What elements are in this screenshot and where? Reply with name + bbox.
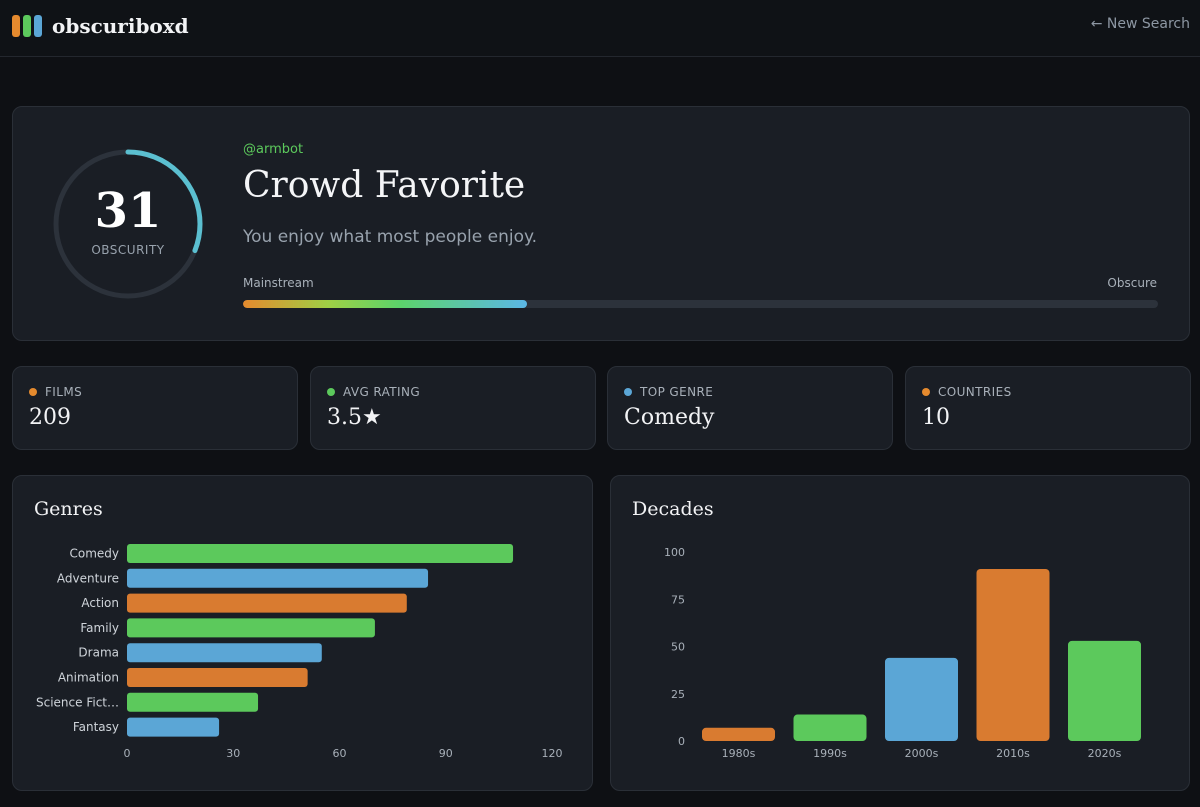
user-handle[interactable]: @armbot [243, 142, 304, 157]
genre-bar-action[interactable] [127, 593, 407, 613]
stat-card-avg-rating: AVG RATING 3.5★ [310, 366, 596, 450]
decades-chart-title: Decades [632, 498, 714, 520]
countries-dot-icon [922, 388, 930, 396]
genres-chart-card: Comedy Adventure Action Family Drama Animatio… [12, 475, 593, 791]
genre-label-action: Action [81, 596, 119, 610]
genres-x-tick-120: 120 [542, 747, 563, 760]
genres-chart-title: Genres [34, 498, 103, 520]
decades-y-tick-75: 75 [671, 593, 685, 606]
stat-label-avg-rating: AVG RATING [343, 385, 421, 399]
stat-card-films: FILMS 209 [12, 366, 298, 450]
profile-title: Crowd Favorite [243, 165, 526, 206]
profile-subtitle: You enjoy what most people enjoy. [243, 227, 538, 247]
obscurity-score: 31 [94, 183, 162, 239]
obscurity-progress-bar [243, 300, 1158, 308]
decade-bar-1990s[interactable] [793, 714, 867, 741]
genres-x-tick-0: 0 [124, 747, 131, 760]
decades-y-tick-25: 25 [671, 688, 685, 701]
stat-label-films: FILMS [45, 385, 83, 399]
obscurity-label: OBSCURITY [91, 243, 165, 257]
genres-x-tick-30: 30 [226, 747, 240, 760]
top-genre-dot-icon [624, 388, 632, 396]
genre-label-science-fict: Science Fict… [36, 695, 119, 709]
genre-label-drama: Drama [78, 646, 119, 660]
obscurity-progress-fill [243, 300, 527, 308]
top-bar: obscuriboxd ← New Search [0, 0, 1200, 57]
logo-bars-icon [12, 15, 42, 37]
decades-chart-card: 0 25 50 75 100 1980s 1990s 2000s 2010s 2020s Deca… [610, 475, 1190, 791]
app-name: obscuriboxd [52, 14, 189, 38]
stat-value-top-genre: Comedy [624, 405, 715, 430]
stat-label-top-genre: TOP GENRE [640, 385, 714, 399]
genres-chart: Comedy Adventure Action Family Drama Animatio… [36, 544, 563, 760]
new-search-link[interactable]: ← New Search [1090, 16, 1190, 32]
stat-label-countries: COUNTRIES [938, 385, 1012, 399]
decades-y-tick-50: 50 [671, 641, 685, 654]
decade-label-2000s: 2000s [905, 747, 939, 760]
decade-label-2020s: 2020s [1088, 747, 1122, 760]
obscurity-summary-card: 31 OBSCURITY @armbot Crowd Favorite You … [12, 106, 1190, 341]
scale-label-mainstream: Mainstream [243, 276, 314, 290]
genres-x-tick-60: 60 [333, 747, 347, 760]
stat-value-countries: 10 [922, 405, 950, 430]
stat-value-avg-rating: 3.5★ [327, 405, 382, 430]
genre-bar-family[interactable] [127, 618, 375, 638]
decade-label-1990s: 1990s [813, 747, 847, 760]
decades-chart: 0 25 50 75 100 1980s 1990s 2000s 2010s 2020s [664, 546, 1141, 760]
genre-bar-drama[interactable] [127, 643, 322, 663]
decade-bar-2020s[interactable] [1068, 640, 1141, 741]
decades-y-tick-0: 0 [678, 735, 685, 748]
genre-bar-science-fict[interactable] [127, 692, 259, 712]
decade-label-1980s: 1980s [722, 747, 756, 760]
decade-bar-2010s[interactable] [976, 569, 1050, 741]
decade-bar-2000s[interactable] [885, 657, 958, 741]
genre-bar-comedy[interactable] [127, 544, 514, 563]
genre-bar-animation[interactable] [127, 668, 308, 687]
scale-label-obscure: Obscure [1107, 276, 1157, 290]
films-dot-icon [29, 388, 37, 396]
genres-x-tick-90: 90 [439, 747, 453, 760]
genre-bar-adventure[interactable] [127, 568, 429, 588]
obscurity-gauge: 31 OBSCURITY [51, 147, 205, 301]
stat-value-films: 209 [29, 405, 71, 430]
genre-label-comedy: Comedy [69, 547, 119, 561]
avg-rating-dot-icon [327, 388, 335, 396]
genre-label-adventure: Adventure [57, 571, 119, 585]
gauge-arc [53, 149, 203, 299]
decade-label-2010s: 2010s [996, 747, 1030, 760]
genre-bar-fantasy[interactable] [127, 717, 220, 737]
logo[interactable]: obscuriboxd [12, 14, 189, 38]
stat-card-countries: COUNTRIES 10 [905, 366, 1191, 450]
decades-y-tick-100: 100 [664, 546, 685, 559]
genre-label-fantasy: Fantasy [73, 720, 119, 734]
decade-bar-1980s[interactable] [702, 727, 775, 741]
genre-label-family: Family [80, 621, 119, 635]
stat-card-top-genre: TOP GENRE Comedy [607, 366, 893, 450]
genre-label-animation: Animation [58, 671, 119, 685]
